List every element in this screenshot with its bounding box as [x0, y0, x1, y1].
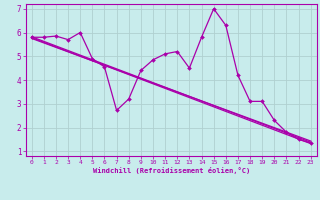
X-axis label: Windchill (Refroidissement éolien,°C): Windchill (Refroidissement éolien,°C)	[92, 167, 250, 174]
